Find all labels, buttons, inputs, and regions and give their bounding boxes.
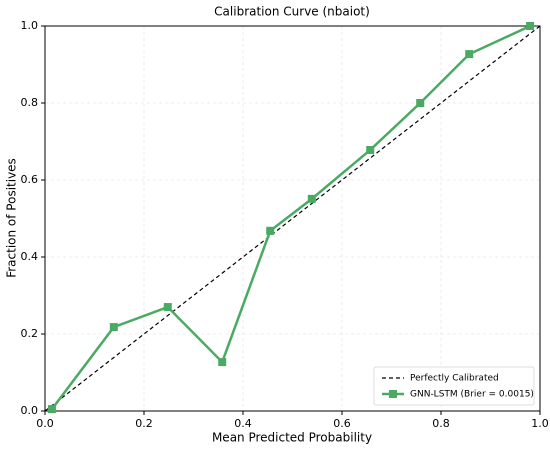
y-tick-label: 0.4 bbox=[21, 250, 39, 263]
legend-box bbox=[373, 366, 535, 406]
x-tick-label: 1.0 bbox=[531, 417, 549, 430]
x-tick-label: 0.4 bbox=[234, 417, 252, 430]
marker bbox=[163, 303, 172, 312]
y-axis-label: Fraction of Positives bbox=[5, 158, 19, 278]
marker bbox=[266, 226, 275, 235]
y-tick-label: 0.2 bbox=[21, 327, 39, 340]
x-tick-label: 0.6 bbox=[333, 417, 351, 430]
marker bbox=[526, 22, 535, 30]
marker bbox=[366, 145, 375, 154]
marker bbox=[307, 194, 316, 203]
legend-label: Perfectly Calibrated bbox=[410, 374, 499, 384]
marker bbox=[218, 358, 227, 367]
chart-title: Calibration Curve (nbaiot) bbox=[214, 5, 370, 19]
x-axis-label: Mean Predicted Probability bbox=[212, 431, 372, 445]
series-line bbox=[50, 24, 531, 410]
legend-marker bbox=[389, 390, 397, 398]
x-tick-label: 0.8 bbox=[432, 417, 450, 430]
x-tick-label: 0.0 bbox=[36, 417, 54, 430]
y-tick-label: 1.0 bbox=[21, 19, 39, 32]
x-tick-label: 0.2 bbox=[135, 417, 153, 430]
series-line bbox=[44, 25, 541, 412]
y-tick-label: 0.6 bbox=[21, 173, 39, 186]
y-tick-label: 0.8 bbox=[21, 96, 39, 109]
marker bbox=[47, 405, 56, 414]
marker bbox=[465, 50, 474, 59]
y-tick-label: 0.0 bbox=[21, 404, 39, 417]
marker bbox=[416, 99, 425, 107]
plot-frame bbox=[44, 25, 541, 412]
marker bbox=[109, 323, 118, 332]
legend-label: GNN-LSTM (Brier = 0.0015) bbox=[410, 390, 534, 400]
